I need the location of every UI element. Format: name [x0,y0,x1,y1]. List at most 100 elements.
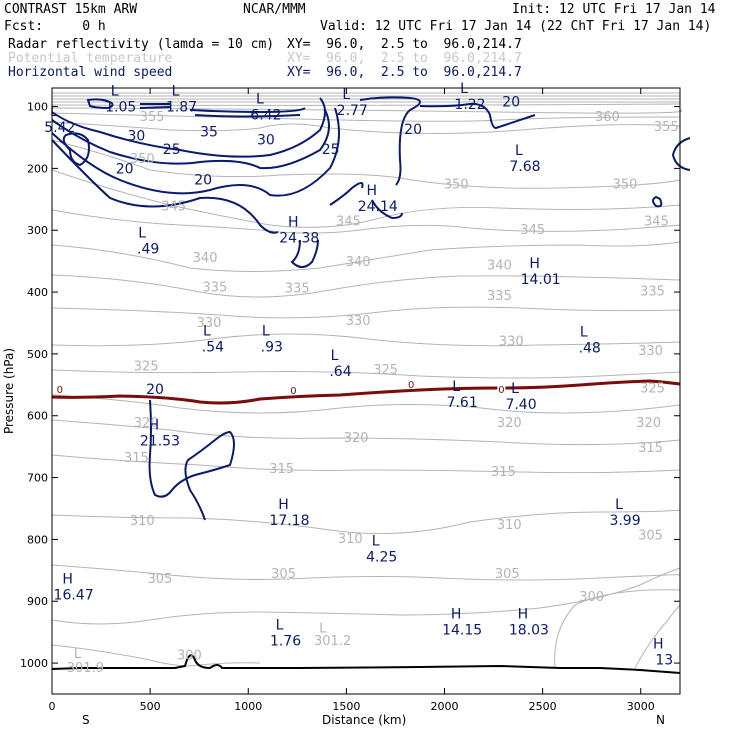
wind-extremum-value: 14.15 [442,623,482,639]
x-tick-label: 2500 [529,700,557,713]
field-reflectivity-xy: XY= 96.0, 2.5 to 96.0,214.7 [287,37,522,52]
theta-contour-line [51,274,681,298]
x-tick-label: 3000 [627,700,655,713]
wind-contour-label: 25 [163,142,181,158]
theta-contour-label: 350 [444,177,469,192]
theta-contour-label: 310 [497,518,522,533]
wind-extremum-value: 1.22 [454,97,485,113]
x-tick-label: 1500 [332,700,360,713]
wind-low-marker: L [372,534,380,550]
theta-contour-label: 350 [130,152,155,167]
theta-contour-label: 330 [499,335,524,350]
y-tick-label: 900 [27,595,48,608]
wind-extremum-value: 18.03 [509,623,549,639]
y-tick-label: 200 [27,162,48,175]
tropopause-line [51,379,681,405]
wind-contour-label: 30 [127,129,145,145]
theta-contour-label: 330 [638,344,663,359]
x-tick-label: 500 [140,700,161,713]
y-axis-label: Pressure (hPa) [2,348,16,434]
theta-contour-label: 315 [269,462,294,477]
terrain-surface [51,654,681,674]
wind-extremum-value: 17.18 [269,513,309,529]
wind-contour-line [371,199,403,220]
tropopause-label: 0 [290,386,296,397]
theta-contour-label: 340 [193,251,218,266]
wind-low-marker: L [511,381,519,397]
wind-extremum-value: .48 [579,341,601,357]
tropopause-label: 0 [498,385,504,396]
wind-contour-line [652,195,663,208]
wind-contour-line [671,137,691,171]
field-theta: Potential temperature [8,51,173,66]
theta-contour-label: 335 [285,281,310,296]
theta-contour-label: 305 [495,567,520,582]
theta-contour-label: 325 [134,359,159,374]
wind-contour-line [51,107,340,197]
theta-contour-line [51,209,681,234]
theta-contour-line [51,112,681,122]
theta-contour-label: 325 [373,363,398,378]
wind-contour-line [139,103,171,109]
theta-contours [51,92,683,669]
theta-contour-label: 320 [636,416,661,431]
wind-low-marker: L [276,618,284,634]
wind-low-marker: L [580,325,588,341]
y-tick-label: 700 [27,472,48,485]
wind-high-marker: H [653,636,664,652]
wind-low-marker: L [256,91,264,107]
wind-extremum-value: 6.42 [250,107,281,123]
theta-contour-label: 315 [124,451,149,466]
wind-extremum-value: .64 [329,364,351,380]
x-tick-label: 0 [49,700,56,713]
x-tick-label: 1000 [234,700,262,713]
wind-contour-label: 20 [404,122,422,138]
theta-contour-label: 315 [491,465,516,480]
theta-contour-label: 305 [271,567,296,582]
wind-low-marker: L [615,497,623,513]
theta-contour-label: 315 [638,441,663,456]
theta-contour-line [51,103,681,106]
theta-contour-label: 320 [344,431,369,446]
wind-contour-label: 20 [116,161,134,177]
wind-extremum-value: 24.38 [279,231,319,247]
theta-contour-line [554,589,681,669]
theta-contour-label: 335 [640,284,665,299]
wind-low-marker: L [452,379,460,395]
wind-contour-label: 20 [194,173,212,189]
theta-contour-label: 305 [638,529,663,544]
theta-contour-label: 320 [134,416,159,431]
wind-low-marker: L [460,81,468,97]
wind-low-marker: L [203,323,211,339]
theta-contour-line [51,509,681,535]
theta-contour-label: 355 [654,120,679,135]
wind-low-marker: L [262,323,270,339]
wind-extremum-value: 13 [655,652,673,668]
wind-extremum-value: 2.77 [337,103,368,119]
wind-high-marker: H [367,183,378,199]
tropopause-label-bg [407,378,416,389]
theta-contour-label: 305 [148,572,173,587]
wind-extremum-value: .49 [137,242,159,258]
y-tick-label: 600 [27,410,48,423]
x-end-north: N [656,713,665,727]
wind-extremum-value: 16.47 [54,587,94,603]
wind-contour-label: 20 [146,382,164,398]
wind-contour-line [86,98,114,110]
y-tick-label: 500 [27,348,48,361]
wind-contour-line [51,139,279,234]
theta-contour-label: 301.9 [67,661,104,676]
theta-contour-line [51,333,681,347]
theta-contour-label: L [74,647,82,662]
wind-contour-label: 35 [200,124,218,140]
theta-contour-line [51,644,261,667]
theta-contour-line [51,394,681,414]
theta-contour-line [51,454,681,474]
wind-contour-line [290,239,319,268]
wind-low-marker: L [342,87,350,103]
wind-extremum-value: 5.42 [44,120,75,136]
forecast-hour: Fcst: 0 h [4,19,106,34]
tropopause-label-bg [497,383,506,394]
theta-contour-label: 345 [161,200,186,215]
theta-contour-label: 345 [336,215,361,230]
